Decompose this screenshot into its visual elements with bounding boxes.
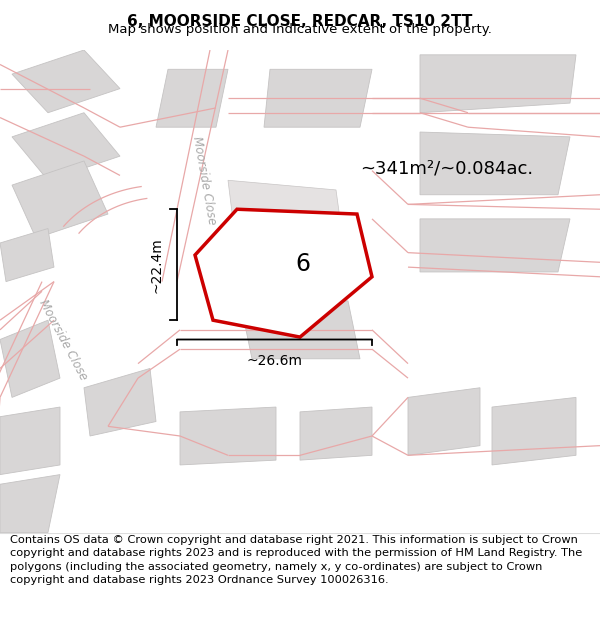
Text: Contains OS data © Crown copyright and database right 2021. This information is : Contains OS data © Crown copyright and d… (10, 535, 582, 585)
Polygon shape (420, 219, 570, 272)
Polygon shape (408, 388, 480, 455)
Polygon shape (420, 132, 570, 195)
Polygon shape (12, 161, 108, 238)
Polygon shape (0, 320, 60, 398)
Polygon shape (84, 369, 156, 436)
Polygon shape (195, 209, 372, 337)
Polygon shape (240, 301, 360, 359)
Text: 6, MOORSIDE CLOSE, REDCAR, TS10 2TT: 6, MOORSIDE CLOSE, REDCAR, TS10 2TT (127, 14, 473, 29)
Text: ~26.6m: ~26.6m (247, 354, 302, 368)
Polygon shape (0, 407, 60, 474)
Text: ~341m²/~0.084ac.: ~341m²/~0.084ac. (360, 159, 533, 177)
Polygon shape (300, 407, 372, 460)
Polygon shape (0, 229, 54, 282)
Text: Moorside Close: Moorside Close (190, 135, 218, 226)
Polygon shape (180, 407, 276, 465)
Text: ~22.4m: ~22.4m (150, 237, 164, 292)
Text: 6: 6 (296, 252, 311, 276)
Text: Moorside Close: Moorside Close (36, 297, 90, 382)
Polygon shape (492, 398, 576, 465)
Polygon shape (264, 69, 372, 128)
Text: Map shows position and indicative extent of the property.: Map shows position and indicative extent… (108, 23, 492, 36)
Polygon shape (228, 180, 348, 277)
Polygon shape (12, 112, 120, 180)
Polygon shape (0, 474, 60, 532)
Polygon shape (156, 69, 228, 128)
Polygon shape (12, 50, 120, 112)
Polygon shape (420, 55, 576, 112)
